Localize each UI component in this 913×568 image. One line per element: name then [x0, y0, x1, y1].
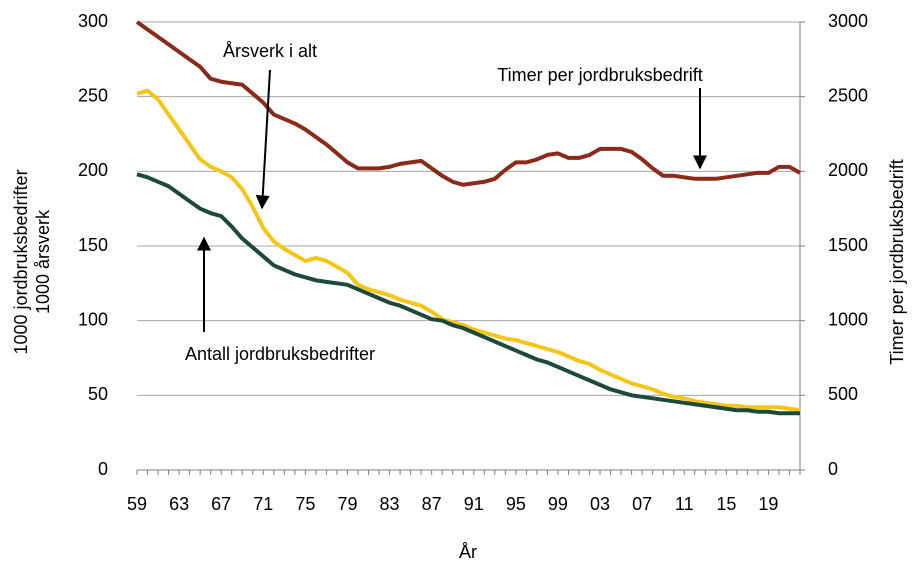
x-tick-label: 87	[422, 494, 442, 514]
y-tick-label: 0	[98, 459, 108, 479]
y2-axis-label: Timer per jordbruksbedrift	[887, 159, 907, 364]
x-tick-label: 79	[337, 494, 357, 514]
x-tick-label: 71	[253, 494, 273, 514]
x-tick-label: 67	[211, 494, 231, 514]
x-tick-label: 11	[675, 494, 694, 514]
x-axis-label: År	[459, 542, 477, 562]
x-tick-label: 19	[758, 494, 778, 514]
x-tick-label: 63	[169, 494, 189, 514]
x-tick-label: 07	[632, 494, 652, 514]
x-tick-label: 75	[295, 494, 315, 514]
x-tick-label: 91	[464, 494, 484, 514]
y-axis-label: 1000 årsverk	[33, 209, 53, 314]
series-line	[136, 172, 800, 416]
y-tick-label: 200	[78, 160, 108, 180]
annotation: Årsverk i alt	[223, 41, 317, 61]
y-tick-label: 100	[78, 309, 108, 329]
annotation-arrow	[255, 69, 271, 210]
y-tick-label: 250	[78, 85, 108, 105]
annotation: Antall jordbruksbedrifter	[185, 344, 375, 364]
y2-tick-label: 1500	[828, 235, 868, 255]
y2-tick-label: 2500	[828, 85, 868, 105]
y2-tick-label: 1000	[828, 309, 868, 329]
y-tick-label: 300	[78, 11, 108, 31]
y-tick-label: 50	[88, 384, 108, 404]
x-tick-label: 15	[716, 494, 736, 514]
y-axis-label: 1000 jordbruksbedrifter	[11, 169, 31, 354]
series-line	[135, 20, 801, 187]
annotation: Timer per jordbruksbedrift	[497, 65, 702, 85]
x-tick-label: 99	[548, 494, 568, 514]
y2-tick-label: 3000	[828, 11, 868, 31]
plot-area: 0501001502002503000500100015002000250030…	[78, 11, 868, 514]
series-line	[136, 88, 801, 413]
x-tick-label: 95	[506, 494, 526, 514]
y-tick-label: 150	[78, 235, 108, 255]
x-tick-label: 03	[590, 494, 610, 514]
y2-tick-label: 500	[828, 384, 858, 404]
x-tick-label: 83	[380, 494, 400, 514]
x-tick-label: 59	[127, 494, 147, 514]
y2-tick-label: 2000	[828, 160, 868, 180]
y2-tick-label: 0	[828, 459, 838, 479]
